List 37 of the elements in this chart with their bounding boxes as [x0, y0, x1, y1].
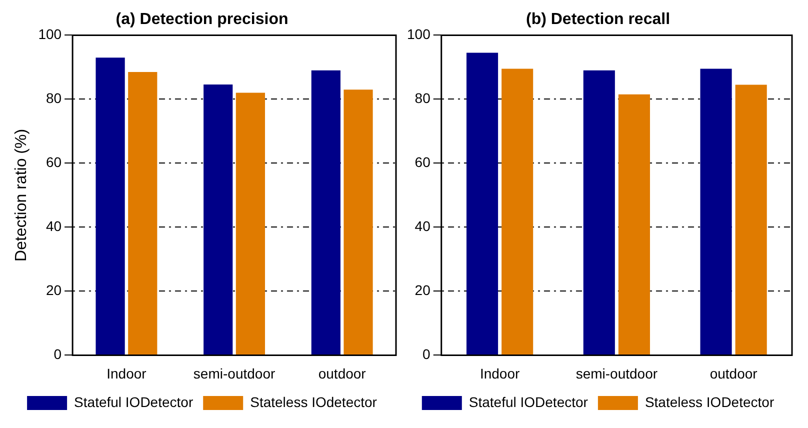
bar: [735, 84, 767, 355]
bar: [700, 68, 732, 355]
y-tick-label: 60: [46, 154, 62, 170]
bar: [96, 58, 125, 355]
legend-label: Stateless IODetector: [644, 394, 774, 410]
x-tick-label: outdoor: [318, 365, 366, 382]
x-tick-label: semi-outdoor: [576, 365, 658, 382]
bar: [204, 84, 233, 355]
x-tick-label: semi-outdoor: [193, 365, 276, 382]
legend-label: Stateful IODetector: [468, 394, 588, 410]
x-tick-label: outdoor: [710, 365, 758, 382]
bar: [618, 94, 650, 355]
bar: [236, 92, 266, 355]
y-tick-label: 80: [46, 90, 62, 106]
chart-title: (b) Detection recall: [526, 11, 670, 28]
legend-label: Stateful IODetector: [74, 394, 194, 410]
bar: [583, 70, 615, 355]
y-tick-label: 0: [422, 346, 431, 362]
bar: [311, 70, 340, 355]
y-tick-label: 100: [407, 26, 431, 42]
bar: [344, 90, 373, 355]
bar: [466, 52, 498, 355]
y-tick-label: 20: [46, 282, 62, 298]
y-tick-label: 60: [414, 154, 431, 170]
x-tick-label: Indoor: [106, 365, 147, 382]
bar: [502, 68, 534, 355]
y-tick-label: 80: [414, 90, 431, 106]
y-tick-label: 0: [54, 346, 62, 362]
y-axis-title: Detection ratio (%): [13, 128, 30, 262]
y-tick-label: 40: [414, 218, 431, 234]
y-tick-label: 100: [38, 26, 62, 42]
y-tick-label: 20: [414, 282, 431, 298]
chart-title: (a) Detection precision: [116, 11, 288, 28]
bar: [128, 72, 158, 355]
y-tick-label: 40: [46, 218, 62, 234]
x-tick-label: Indoor: [480, 365, 520, 382]
legend-label: Stateless IOdetector: [250, 394, 378, 410]
